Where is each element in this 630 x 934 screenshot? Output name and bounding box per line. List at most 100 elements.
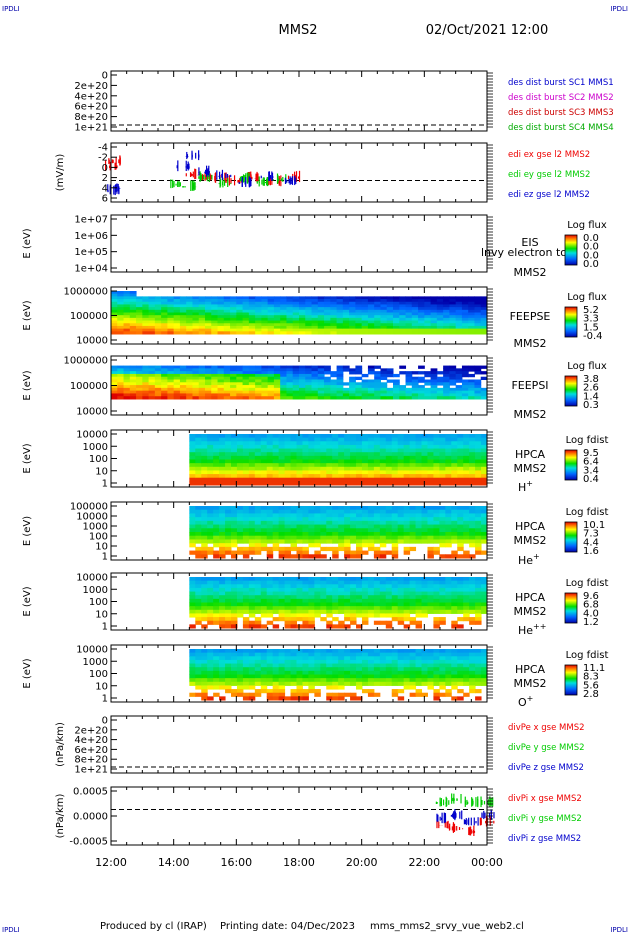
heatmap-cell — [255, 390, 262, 394]
heatmap-cell — [195, 685, 202, 690]
heatmap-cell — [195, 606, 202, 611]
heatmap-cell — [266, 554, 274, 559]
panel-frame — [110, 70, 488, 132]
heatmap-cell — [290, 554, 297, 559]
heatmap-cell — [242, 376, 250, 380]
heatmap-cell — [349, 301, 356, 305]
heatmap-cell — [284, 624, 292, 629]
heatmap-cell — [393, 385, 400, 389]
heatmap-cell — [427, 577, 434, 582]
series-0 — [104, 155, 301, 187]
heatmap-cell — [242, 328, 250, 332]
heatmap-cell — [311, 379, 319, 383]
heatmap-cell — [308, 535, 315, 540]
heatmap-cell — [427, 470, 434, 475]
heatmap-cell — [367, 674, 375, 679]
heatmap-cell — [213, 434, 220, 439]
heatmap-cell — [278, 685, 286, 690]
heatmap-cell — [436, 393, 444, 397]
heatmap-cell — [385, 652, 393, 657]
heatmap-cell — [213, 649, 220, 654]
heatmap-cell — [192, 307, 200, 311]
heatmap-cell — [480, 299, 488, 303]
heatmap-cell — [342, 390, 350, 394]
heatmap-cell — [260, 437, 268, 442]
heatmap-cell — [273, 382, 281, 386]
heatmap-cell — [427, 598, 434, 603]
heatmap-cell — [457, 470, 464, 475]
heatmap-cell — [305, 331, 313, 335]
heatmap-cell — [248, 517, 256, 522]
heatmap-cell — [443, 390, 450, 394]
heatmap-cell — [272, 455, 280, 460]
species-label: He+ — [518, 552, 540, 567]
heatmap-cell — [231, 659, 238, 665]
heatmap-cell — [211, 385, 219, 389]
heatmap-cell — [299, 328, 306, 332]
heatmap-cell — [278, 546, 286, 552]
heatmap-cell — [290, 513, 297, 518]
heatmap-cell — [411, 307, 419, 311]
heatmap-cell — [195, 652, 202, 657]
heatmap-cell — [296, 681, 303, 686]
heatmap-cells — [111, 291, 488, 335]
heatmap-cell — [386, 393, 394, 397]
heatmap-cell — [330, 307, 338, 311]
heatmap-cell — [136, 387, 143, 392]
heatmap-cell — [481, 477, 488, 482]
heatmap-cell — [314, 598, 321, 603]
heatmap-cell — [385, 550, 393, 555]
heatmap-cell — [405, 323, 413, 327]
heatmap-cell — [443, 385, 450, 389]
heatmap-cell — [350, 667, 357, 672]
heatmap-cell — [403, 546, 411, 552]
heatmap-cell — [296, 554, 303, 559]
heatmap-cell — [405, 373, 413, 378]
heatmap-cell — [427, 517, 434, 522]
heatmap-cell — [451, 587, 458, 593]
heatmap-cell — [326, 587, 333, 593]
heatmap-cell — [219, 606, 226, 611]
heatmap-cell — [469, 606, 476, 611]
heatmap-cell — [332, 550, 339, 555]
heatmap-cell — [219, 685, 226, 690]
heatmap-cell — [254, 532, 262, 537]
heatmap-cell — [409, 459, 417, 464]
heatmap-cell — [272, 509, 280, 514]
heatmap-cell — [142, 301, 150, 305]
heatmap-cell — [302, 624, 309, 629]
heatmap-cell — [445, 554, 452, 559]
heatmap-cell — [236, 385, 244, 389]
heatmap-cell — [189, 602, 196, 607]
heatmap-cell — [267, 331, 275, 335]
heatmap-cell — [349, 331, 356, 335]
heatmap-cell — [248, 382, 256, 386]
heatmap-cell — [399, 328, 407, 332]
heatmap-cell — [439, 667, 446, 672]
heatmap-cell — [161, 396, 168, 400]
heatmap-cell — [385, 663, 393, 668]
heatmap-cell — [148, 307, 156, 311]
heatmap-cell — [223, 387, 231, 392]
heatmap-cell — [415, 584, 423, 589]
heatmap-cell — [231, 520, 238, 526]
heatmap-cell — [409, 685, 417, 690]
heatmap-cell — [380, 393, 388, 397]
heatmap-cell — [463, 674, 470, 679]
heatmap-cell — [261, 323, 269, 327]
heatmap-cell — [314, 681, 321, 686]
y-tick-label: 10000 — [76, 336, 108, 347]
heatmap-cell — [201, 595, 208, 600]
heatmap-cell — [236, 365, 244, 369]
heatmap-cell — [439, 455, 446, 460]
heatmap-cell — [393, 390, 400, 394]
heatmap-cell — [379, 539, 387, 544]
heatmap-cell — [292, 323, 300, 327]
heatmap-cell — [445, 517, 452, 522]
heatmap-cell — [332, 448, 339, 453]
heatmap-cell — [445, 543, 452, 548]
heatmap-cell — [415, 656, 423, 661]
heatmap-cell — [373, 517, 381, 522]
heatmap-cell — [374, 373, 381, 378]
heatmap-cell — [320, 535, 327, 540]
